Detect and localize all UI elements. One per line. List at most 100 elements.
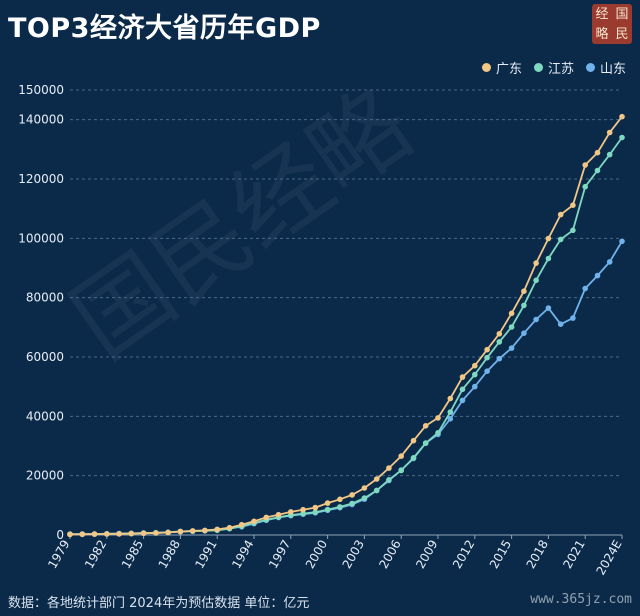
data-point [324, 500, 331, 506]
data-point [508, 324, 515, 330]
data-point [177, 528, 184, 535]
data-point [410, 455, 417, 461]
data-point [484, 346, 490, 353]
data-point [312, 509, 319, 515]
site-watermark: www.365jz.com [530, 592, 632, 607]
data-point [582, 162, 588, 168]
data-point [189, 528, 196, 534]
series-line-2 [69, 240, 623, 536]
series-line-0 [69, 116, 623, 536]
data-point [606, 259, 613, 265]
x-tick-label: 2018 [524, 538, 551, 571]
data-point [594, 167, 601, 174]
x-tick-label: 2021 [560, 538, 587, 571]
data-point [619, 113, 625, 120]
data-point [459, 386, 466, 393]
legend-dot-icon [533, 63, 543, 72]
data-point [202, 527, 208, 534]
data-point [594, 149, 601, 156]
data-point [165, 529, 171, 536]
data-point [435, 415, 441, 421]
legend-item-jiangsu[interactable]: 江苏 [533, 58, 574, 77]
legend-dot-icon [481, 63, 491, 72]
data-point [459, 374, 466, 380]
x-tick-label: 1982 [82, 538, 109, 571]
brand-seal-logo: 经 国 略 民 [592, 4, 632, 44]
data-point [238, 521, 245, 528]
data-point [410, 437, 417, 444]
data-point [386, 465, 392, 471]
y-tick-label: 120000 [18, 172, 64, 186]
data-point [398, 467, 405, 474]
x-tick-label: 2012 [450, 538, 477, 571]
data-point [349, 492, 355, 498]
data-point [496, 355, 503, 362]
data-point [226, 524, 233, 531]
data-point [545, 235, 552, 242]
data-point [275, 511, 282, 518]
seal-char: 国 [615, 6, 629, 22]
data-point [508, 310, 515, 317]
y-tick-label: 150000 [18, 83, 64, 97]
data-point [91, 531, 98, 537]
data-point [288, 509, 294, 515]
y-tick-label: 20000 [26, 469, 64, 483]
data-point [472, 383, 478, 390]
y-tick-label: 100000 [18, 231, 64, 245]
data-point [521, 330, 527, 337]
y-tick-label: 60000 [26, 350, 64, 364]
y-tick-label: 80000 [26, 291, 64, 305]
data-point [67, 531, 73, 538]
x-tick-label: 2000 [303, 538, 330, 571]
data-point [533, 277, 539, 284]
x-tick-label: 1994 [229, 538, 256, 571]
data-point [521, 288, 527, 295]
chart-title: TOP3经济大省历年GDP [8, 13, 321, 44]
data-point [496, 331, 503, 337]
legend-item-guangdong[interactable]: 广东 [481, 58, 522, 77]
data-point [104, 531, 110, 537]
x-tick-label: 1997 [266, 538, 293, 571]
source-note: 数据：各地统计部门 2024年为预估数据 单位：亿元 [8, 596, 310, 611]
data-point [619, 134, 625, 141]
data-point [533, 260, 539, 266]
data-point [582, 285, 588, 292]
data-point [263, 514, 270, 521]
data-point [508, 345, 515, 351]
seal-char: 略 [595, 26, 609, 42]
data-point [557, 321, 564, 328]
data-point [324, 506, 331, 513]
legend-label: 江苏 [547, 62, 574, 77]
legend-item-shandong[interactable]: 山东 [585, 58, 626, 77]
y-tick-label: 140000 [18, 113, 64, 127]
legend-dot-icon [585, 63, 595, 72]
y-tick-label: 40000 [26, 409, 64, 423]
data-point [545, 305, 552, 311]
data-point [140, 530, 147, 537]
data-point [79, 531, 86, 538]
data-point [521, 302, 527, 309]
data-point [312, 504, 319, 511]
x-tick-label: 2015 [487, 538, 514, 571]
x-tick-label: 1988 [156, 538, 183, 571]
legend-label: 广东 [495, 62, 522, 77]
data-point [570, 227, 576, 234]
data-point [533, 316, 539, 323]
data-point [398, 453, 405, 459]
legend-label: 山东 [599, 62, 626, 77]
legend: 广东 江苏 山东 [481, 58, 626, 77]
data-point [619, 238, 625, 245]
data-point [447, 416, 454, 422]
data-point [116, 531, 122, 537]
x-tick-label: 1985 [119, 538, 146, 571]
data-point [373, 476, 380, 482]
data-point [153, 530, 159, 536]
data-point [214, 526, 220, 533]
y-tick-label: 0 [56, 528, 64, 542]
data-point [472, 362, 478, 369]
data-point [361, 485, 368, 491]
data-point [337, 496, 343, 503]
data-point [361, 495, 368, 501]
data-point [545, 255, 552, 262]
data-point [251, 518, 257, 525]
